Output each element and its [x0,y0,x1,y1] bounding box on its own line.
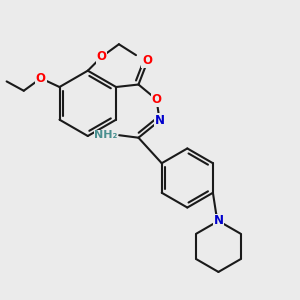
Text: O: O [142,54,152,67]
Text: N: N [154,114,165,127]
Text: O: O [36,72,46,85]
Text: O: O [152,93,161,106]
Text: O: O [97,50,107,63]
Text: NH₂: NH₂ [94,130,118,140]
Text: N: N [213,214,224,227]
